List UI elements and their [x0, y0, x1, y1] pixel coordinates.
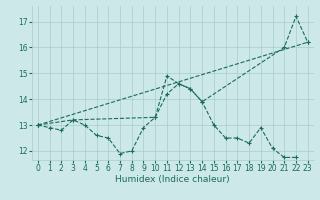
- X-axis label: Humidex (Indice chaleur): Humidex (Indice chaleur): [116, 175, 230, 184]
